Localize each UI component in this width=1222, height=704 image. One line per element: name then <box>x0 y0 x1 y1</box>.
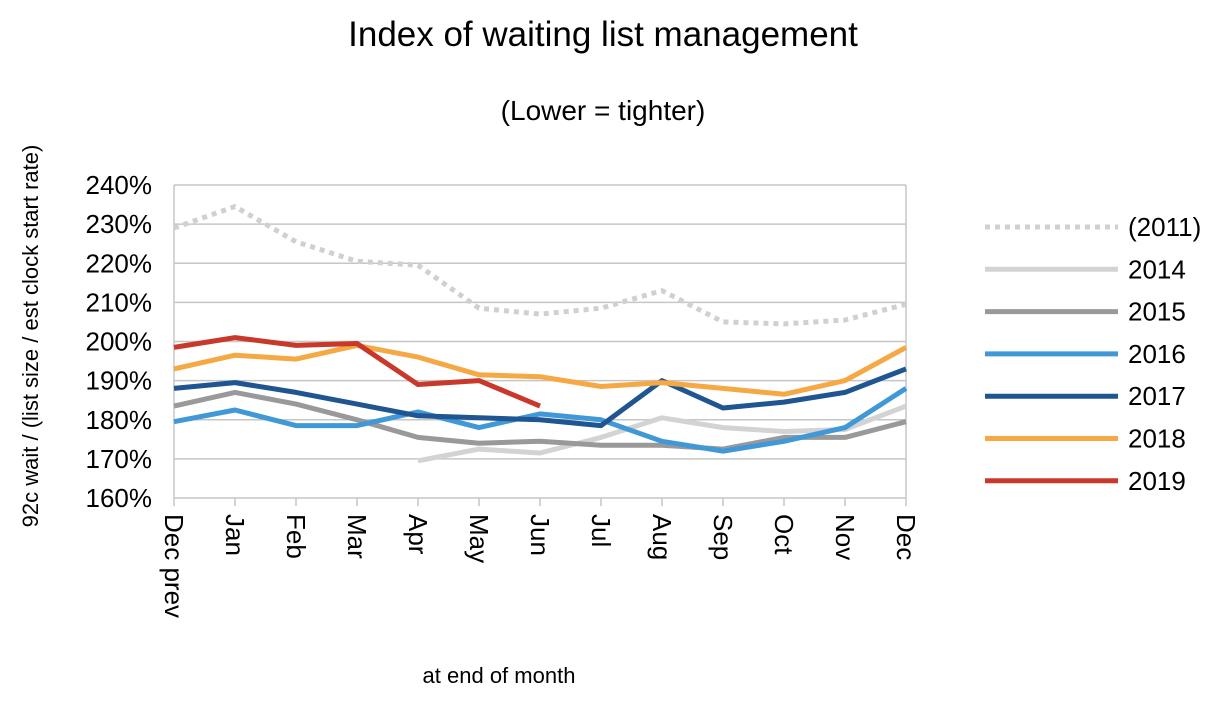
series-line <box>173 386 908 454</box>
series-line <box>173 366 907 429</box>
series-line <box>173 335 541 409</box>
series-line <box>173 389 907 452</box>
x-tick-label: Sep <box>708 514 738 560</box>
series-line <box>417 403 907 464</box>
legend-label: 2017 <box>1128 381 1186 411</box>
x-tick-label: Jan <box>220 514 250 556</box>
chart-title: Index of waiting list management <box>348 15 858 54</box>
x-tick-label: Apr <box>403 514 433 555</box>
y-tick-label: 170% <box>86 444 153 474</box>
legend-label: 2014 <box>1128 254 1186 284</box>
legend-label: 2019 <box>1128 466 1186 496</box>
y-tick-label: 160% <box>86 483 153 513</box>
y-tick-label: 190% <box>86 366 153 396</box>
x-tick-label: Dec <box>891 514 921 560</box>
legend-label: 2016 <box>1128 339 1186 369</box>
y-tick-label: 240% <box>86 170 153 200</box>
x-tick-label: Jun <box>525 514 555 556</box>
x-tick-label: Nov <box>830 514 860 560</box>
x-tick-label: Jul <box>586 514 616 547</box>
x-tick-label: May <box>464 514 494 563</box>
legend-label: 2015 <box>1128 297 1186 327</box>
y-tick-label: 220% <box>86 248 153 278</box>
series-line <box>173 342 908 397</box>
series-line <box>173 204 907 327</box>
y-tick-label: 180% <box>86 405 153 435</box>
x-tick-label: Aug <box>647 514 677 560</box>
y-axis-title: 92c wait / (list size / est clock start … <box>18 145 43 528</box>
legend-label: (2011) <box>1128 212 1201 242</box>
x-tick-label: Oct <box>769 514 799 555</box>
y-tick-label: 230% <box>86 209 153 239</box>
x-tick-label: Feb <box>281 514 311 559</box>
legend-label: 2018 <box>1128 424 1186 454</box>
y-tick-label: 210% <box>86 287 153 317</box>
x-axis-title: at end of month <box>423 663 576 688</box>
plot-area: 160% 170% 180% 190% 200% 210% 220% 230% 240% Dec … <box>86 170 922 618</box>
y-tick-label: 200% <box>86 327 153 357</box>
chart-subtitle: (Lower = tighter) <box>501 95 706 126</box>
x-tick-label: Mar <box>342 514 372 559</box>
legend: (2011) 2014 2015 2016 2017 2018 2019 <box>985 212 1201 496</box>
x-tick-label: Dec prev <box>159 514 189 618</box>
